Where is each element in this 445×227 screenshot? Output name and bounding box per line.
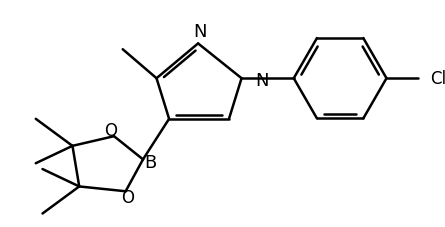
Text: Cl: Cl — [430, 70, 445, 88]
Text: N: N — [193, 22, 207, 40]
Text: O: O — [104, 122, 117, 140]
Text: O: O — [121, 188, 134, 206]
Text: N: N — [255, 72, 269, 90]
Text: B: B — [145, 154, 157, 172]
